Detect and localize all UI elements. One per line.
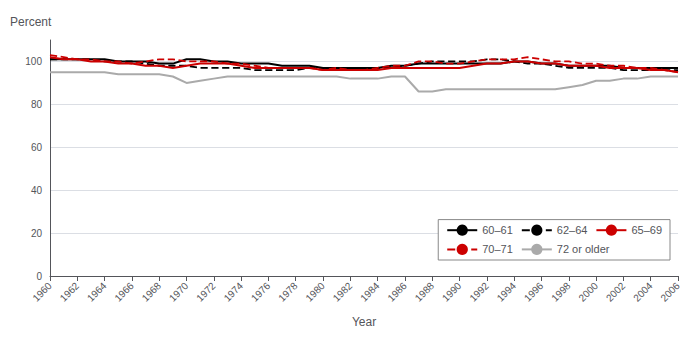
svg-text:1976: 1976 (249, 280, 273, 304)
svg-text:1994: 1994 (495, 280, 519, 304)
svg-text:1974: 1974 (222, 280, 246, 304)
svg-text:1996: 1996 (522, 280, 546, 304)
svg-text:1962: 1962 (58, 280, 82, 304)
svg-text:1998: 1998 (549, 280, 573, 304)
svg-text:2000: 2000 (576, 280, 600, 304)
svg-text:1982: 1982 (331, 280, 355, 304)
svg-text:40: 40 (31, 185, 43, 196)
svg-text:1992: 1992 (467, 280, 491, 304)
svg-text:1960: 1960 (30, 280, 54, 304)
svg-text:Year: Year (352, 315, 376, 329)
svg-text:100: 100 (25, 56, 42, 67)
svg-text:72 or older: 72 or older (557, 243, 610, 255)
svg-text:1968: 1968 (140, 280, 164, 304)
svg-text:1986: 1986 (385, 280, 409, 304)
svg-text:62–64: 62–64 (557, 224, 588, 236)
svg-text:1980: 1980 (303, 280, 327, 304)
svg-text:Percent: Percent (10, 15, 52, 29)
svg-text:80: 80 (31, 99, 43, 110)
svg-text:1972: 1972 (194, 280, 218, 304)
svg-text:1966: 1966 (112, 280, 136, 304)
svg-text:1990: 1990 (440, 280, 464, 304)
svg-text:1984: 1984 (358, 280, 382, 304)
svg-text:2006: 2006 (658, 280, 682, 304)
svg-text:1970: 1970 (167, 280, 191, 304)
svg-text:60: 60 (31, 142, 43, 153)
svg-text:2004: 2004 (631, 280, 655, 304)
svg-text:60–61: 60–61 (482, 224, 513, 236)
svg-text:70–71: 70–71 (482, 243, 513, 255)
svg-text:1988: 1988 (413, 280, 437, 304)
svg-text:0: 0 (36, 271, 42, 282)
svg-text:65–69: 65–69 (631, 224, 662, 236)
svg-text:1964: 1964 (85, 280, 109, 304)
svg-text:2002: 2002 (604, 280, 628, 304)
svg-text:20: 20 (31, 228, 43, 239)
svg-text:1978: 1978 (276, 280, 300, 304)
